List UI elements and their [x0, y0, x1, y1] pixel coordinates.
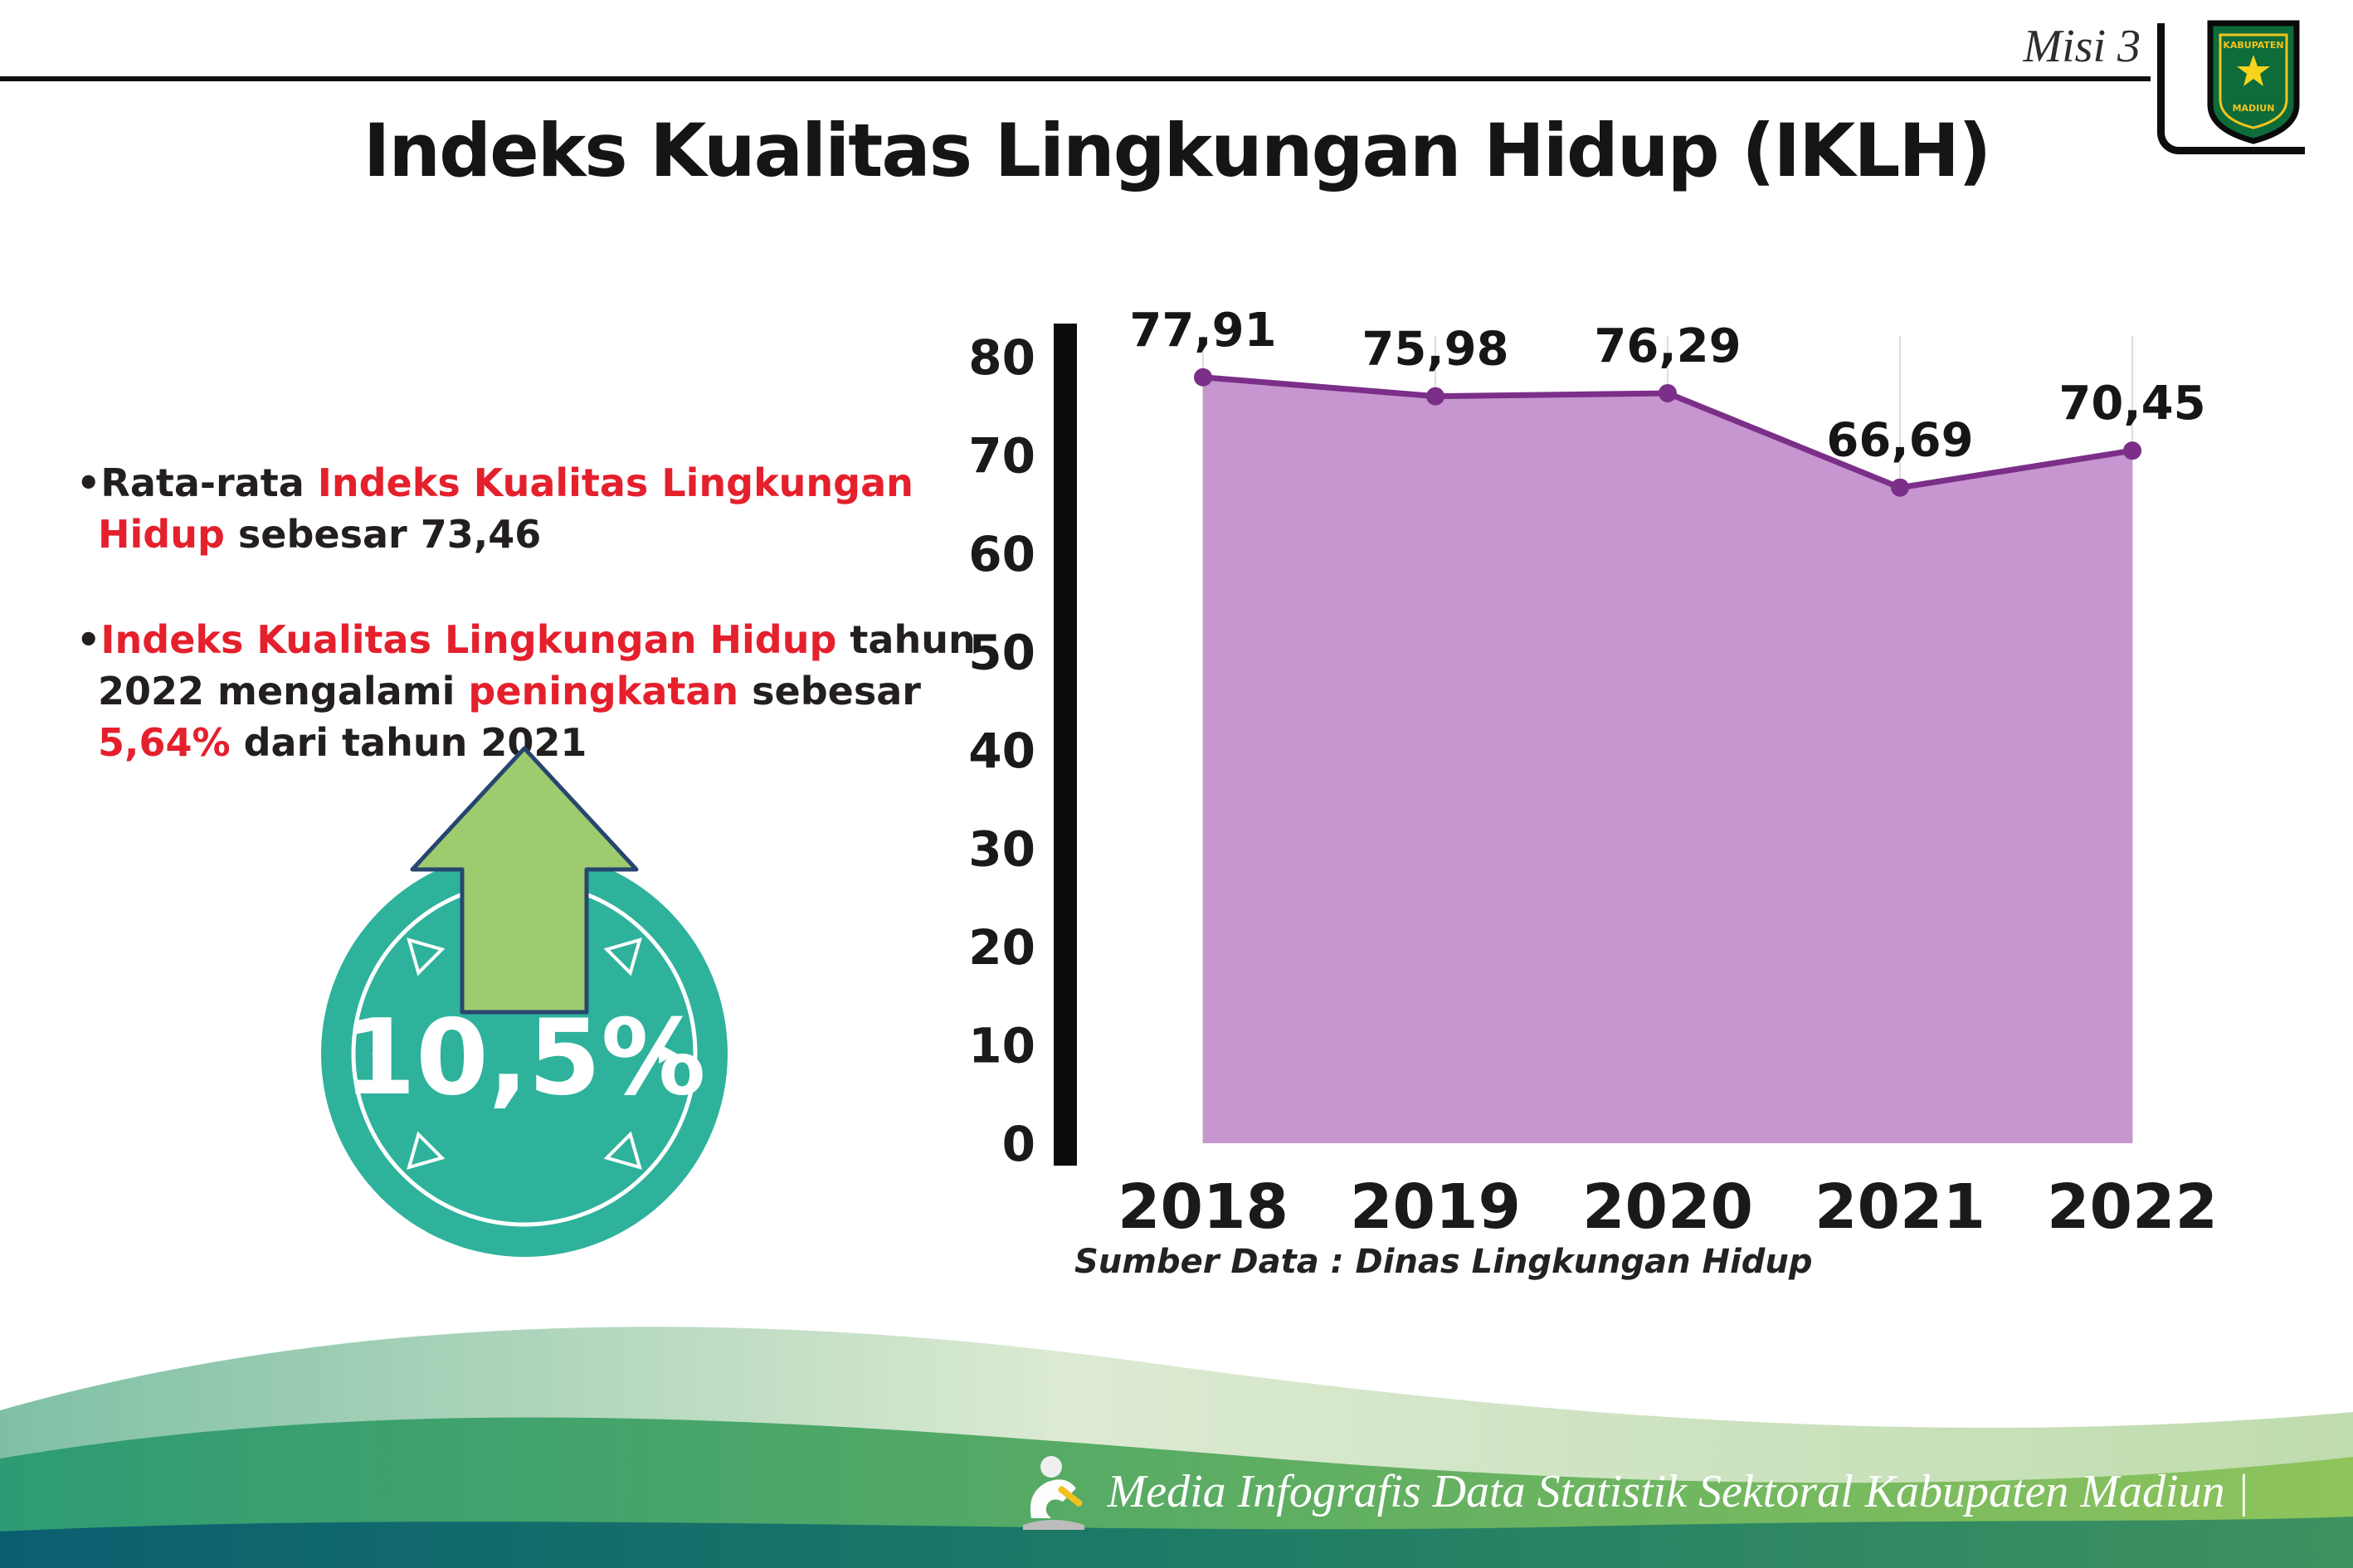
x-tick-label: 2018 [1118, 1171, 1289, 1243]
bullet-list: •Rata-rata Indeks Kualitas Lingkungan Hi… [76, 458, 1047, 823]
y-tick-label: 60 [968, 526, 1035, 582]
y-tick-label: 30 [968, 821, 1035, 878]
chart-value-label: 66,69 [1826, 414, 1973, 468]
increase-badge: 10,5% [321, 746, 728, 1257]
footer-credit: Media Infografis Data Statistik Sektoral… [1015, 1452, 2249, 1531]
y-tick-label: 70 [968, 428, 1035, 485]
chart-value-label: 70,45 [2058, 377, 2205, 431]
y-tick-label: 0 [1002, 1116, 1035, 1172]
writer-icon [1022, 1456, 1084, 1530]
bullet-item: •Rata-rata Indeks Kualitas Lingkungan Hi… [76, 458, 1047, 560]
x-tick-label: 2020 [1582, 1171, 1753, 1243]
badge-ring-triangles [407, 937, 642, 1170]
kabupaten-madiun-logo: KABUPATEN MADIUN [2207, 20, 2300, 144]
logo-inner-shield [2219, 33, 2288, 129]
chart-point [1194, 368, 1212, 387]
footer-text: Media Infografis Data Statistik Sektoral… [1107, 1466, 2249, 1517]
plain-text: sebesar [738, 668, 921, 713]
iklh-area-chart: 77,91 75,98 76,29 66,69 70,45 0 10 20 30 40 50 60 70… [968, 304, 2218, 1243]
chart-value-label: 76,29 [1594, 319, 1741, 373]
badge-circle [321, 850, 728, 1257]
logo-shield [2207, 20, 2300, 144]
x-tick-label: 2019 [1350, 1171, 1521, 1243]
wave-dark [0, 1517, 2353, 1568]
chart-area-fill [1203, 377, 2132, 1144]
logo-top-text: KABUPATEN [2223, 40, 2283, 51]
logo-frame: KABUPATEN MADIUN [2157, 20, 2305, 154]
x-tick-label: 2021 [1815, 1171, 1985, 1243]
plain-text: tahun 2022 mengalami [98, 617, 976, 713]
chart-point [1659, 383, 1677, 402]
badge-value: 10,5% [343, 996, 705, 1118]
footer-banner [0, 1327, 2353, 1568]
logo-star-icon [2237, 55, 2270, 86]
chart-point [2123, 441, 2141, 460]
plain-text: sebesar 73,46 [224, 511, 542, 557]
bullet-item: •Indeks Kualitas Lingkungan Hidup tahun … [76, 615, 1047, 768]
chart-point [1426, 387, 1444, 406]
misi-label: Misi 3 [2023, 21, 2141, 72]
y-tick-label: 20 [968, 919, 1035, 976]
y-tick-label: 40 [968, 723, 1035, 779]
y-tick-label: 10 [968, 1018, 1035, 1074]
y-axis-bar [1054, 324, 1077, 1166]
chart-value-label: 77,91 [1129, 304, 1276, 358]
highlighted-text: Indeks Kualitas Lingkungan Hidup [98, 460, 913, 557]
chart-point [1891, 478, 1909, 497]
y-tick-label: 80 [968, 329, 1035, 386]
header-rule [0, 76, 2151, 81]
logo-bottom-text: MADIUN [2233, 103, 2275, 114]
plain-text: •Rata-rata [76, 460, 318, 505]
chart-value-label: 75,98 [1362, 323, 1508, 377]
up-arrow-icon [410, 746, 639, 1015]
chart-source: Sumber Data : Dinas Lingkungan Hidup [1074, 1243, 1813, 1281]
badge-side-marks [372, 1044, 677, 1064]
highlighted-text: peningkatan [468, 668, 739, 713]
y-tick-label: 50 [968, 625, 1035, 681]
x-tick-label: 2022 [2047, 1171, 2218, 1243]
page-title: Indeks Kualitas Lingkungan Hidup (IKLH) [363, 108, 1992, 193]
plain-text: • [76, 617, 101, 663]
highlighted-text: Indeks Kualitas Lingkungan Hidup [100, 617, 837, 663]
highlighted-text: 5,64% [98, 719, 231, 765]
